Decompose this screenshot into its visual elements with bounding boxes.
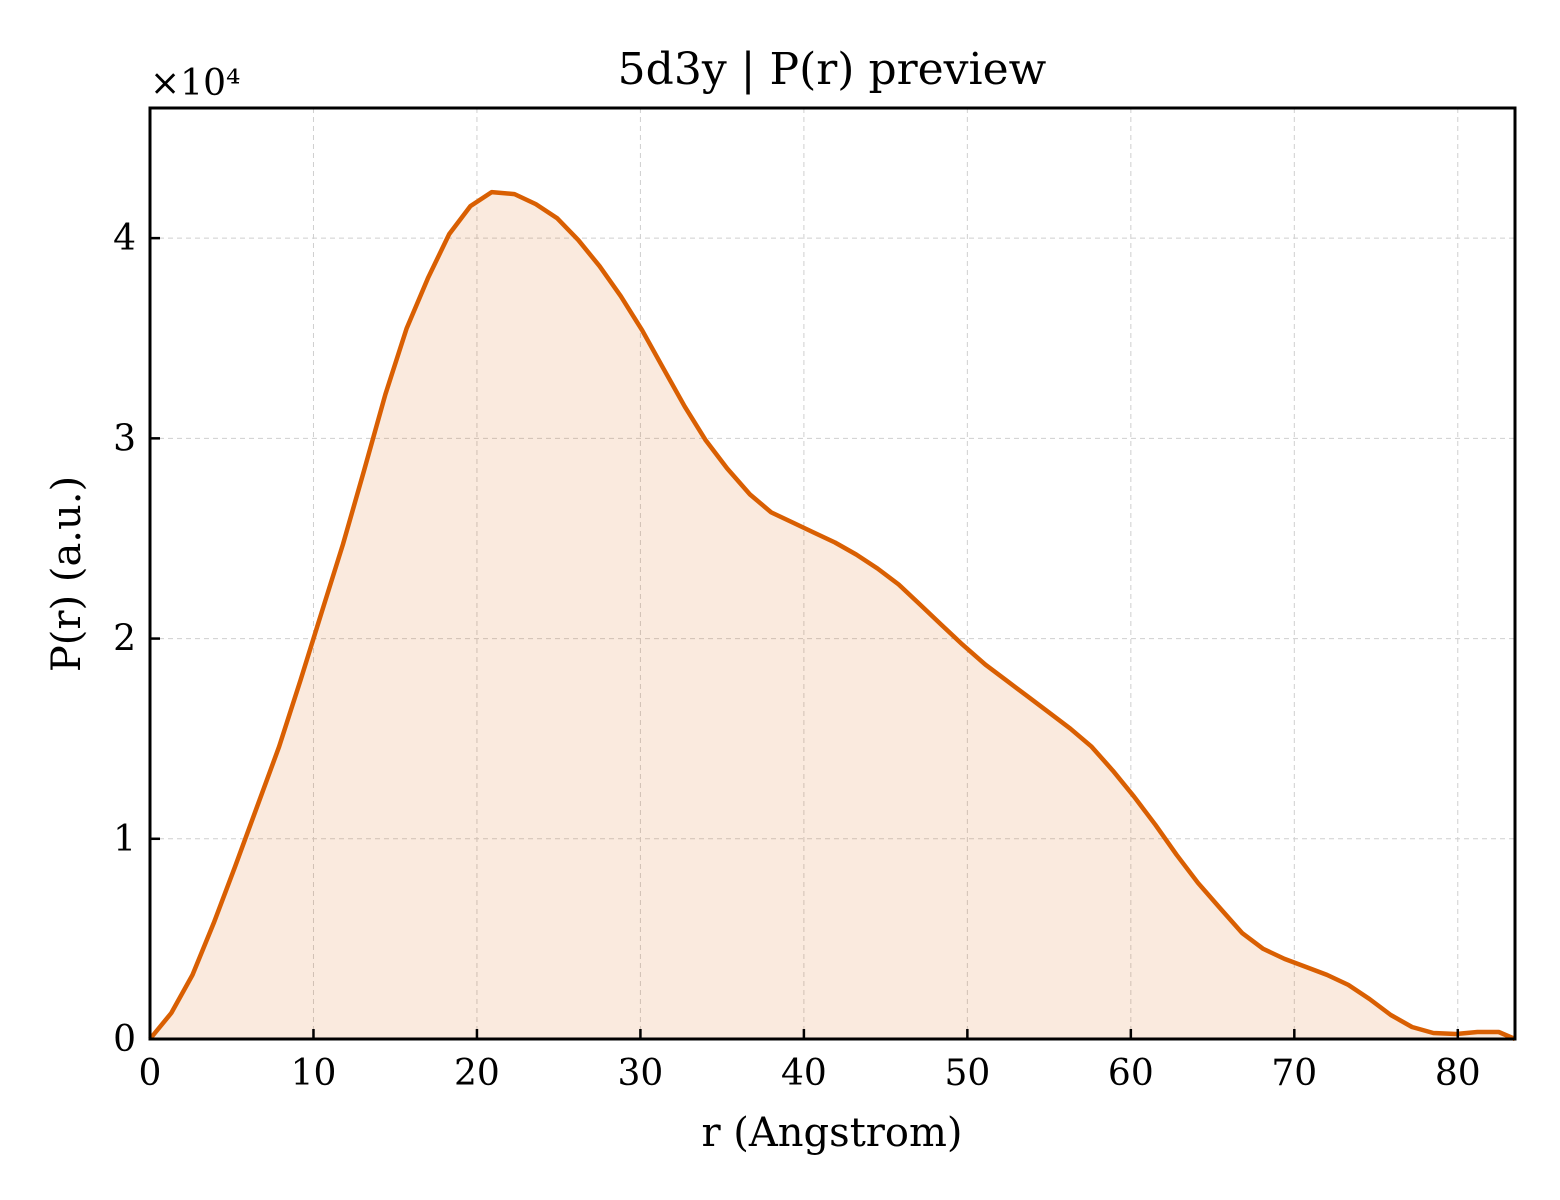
x-tick-label: 20 bbox=[454, 1053, 500, 1094]
x-tick-label: 30 bbox=[618, 1053, 664, 1094]
x-tick-label: 60 bbox=[1108, 1053, 1154, 1094]
y-tick-label: 3 bbox=[113, 418, 136, 459]
x-axis-label: r (Angstrom) bbox=[701, 1110, 962, 1156]
pr-curve-line bbox=[148, 189, 1516, 1042]
pr-area-fill bbox=[150, 192, 1515, 1040]
y-tick-label: 0 bbox=[113, 1019, 136, 1060]
y-axis-label: P(r) (a.u.) bbox=[44, 476, 90, 672]
x-tick-label: 40 bbox=[781, 1053, 827, 1094]
chart-title: 5d3y | P(r) preview bbox=[618, 44, 1047, 95]
y-axis-ticks: 0 1 2 3 4 bbox=[113, 218, 160, 1060]
x-tick-label: 10 bbox=[291, 1053, 337, 1094]
y-tick-label: 2 bbox=[113, 619, 136, 660]
x-tick-label: 70 bbox=[1271, 1053, 1317, 1094]
x-tick-label: 50 bbox=[944, 1053, 990, 1094]
y-tick-label: 1 bbox=[113, 819, 136, 860]
plot-frame bbox=[148, 106, 1517, 1041]
x-axis-ticks: 0 10 20 30 40 50 60 70 80 bbox=[139, 1029, 1481, 1094]
y-scale-multiplier: ×10⁴ bbox=[150, 63, 240, 104]
y-tick-label: 4 bbox=[113, 218, 136, 259]
x-tick-label: 0 bbox=[139, 1053, 162, 1094]
x-tick-label: 80 bbox=[1435, 1053, 1481, 1094]
